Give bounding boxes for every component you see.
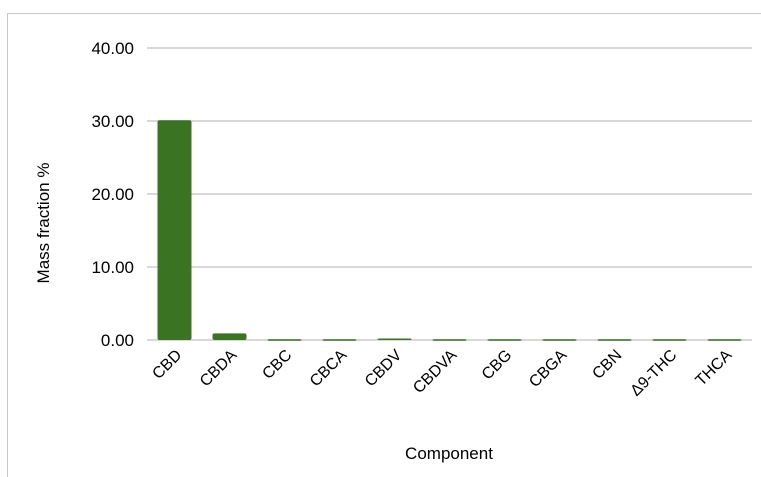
x-tick-label: CBDA — [197, 347, 241, 391]
bar-cbga — [542, 339, 577, 341]
x-tick-label: THCA — [693, 347, 736, 390]
bar-thca — [707, 339, 742, 341]
bar-cbc — [267, 339, 302, 341]
x-tick-label: CBDV — [362, 347, 406, 391]
x-tick-label: CBCA — [307, 347, 351, 391]
bar-cbdv — [377, 338, 412, 341]
chart-frame — [7, 13, 761, 477]
bar-cbdva — [432, 339, 467, 341]
x-tick-label: CBN — [589, 347, 625, 383]
bars — [157, 120, 742, 341]
bar-9thc — [652, 339, 687, 341]
y-axis-title: Mass fraction % — [34, 163, 53, 284]
x-tick-label: Δ9-THC — [627, 347, 680, 400]
y-tick-label: 40.00 — [91, 39, 134, 58]
x-tick-label: CBD — [149, 347, 185, 383]
x-tick-label: CBC — [259, 347, 295, 383]
x-axis-title: Component — [405, 444, 493, 463]
x-tick-labels: CBD CBDA CBC CBCA CBDV CBDVA CBG CBGA CBN Δ9-THC T… — [149, 347, 735, 400]
bar-cbg — [487, 339, 522, 341]
y-tick-label: 10.00 — [91, 258, 134, 277]
y-tick-label: 0.00 — [101, 331, 134, 350]
bar-cbd — [157, 120, 192, 341]
y-tick-label: 30.00 — [91, 112, 134, 131]
y-tick-labels: 0.00 10.00 20.00 30.00 40.00 — [91, 39, 134, 350]
x-tick-label: CBGA — [526, 347, 570, 391]
y-tick-label: 20.00 — [91, 185, 134, 204]
x-tick-label: CBG — [479, 347, 516, 384]
x-tick-label: CBDVA — [410, 347, 460, 397]
bar-cbn — [597, 339, 632, 341]
bar-cbda — [212, 333, 247, 340]
bar-cbca — [322, 339, 357, 341]
gridlines — [147, 47, 752, 341]
